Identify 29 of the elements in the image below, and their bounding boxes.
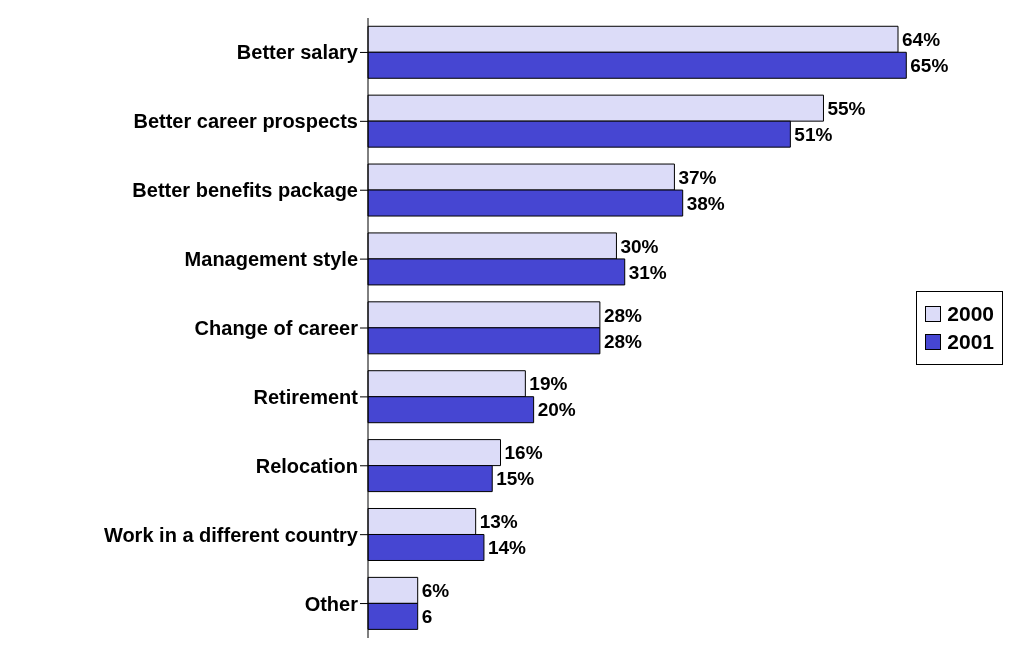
data-label: 30% [620,235,659,257]
data-label: 19% [529,373,568,395]
data-label: 20% [537,399,576,421]
y-tick-label: Better career prospects [133,110,358,133]
legend-label: 2001 [947,330,994,354]
data-label: 55% [827,97,866,119]
data-label: 28% [603,330,643,352]
y-tick-label: Change of career [194,317,359,339]
data-label: 64% [902,29,941,51]
data-label: 28% [603,304,643,326]
y-tick-label: Retirement [253,385,359,408]
y-tick-label: Other [304,592,359,615]
data-label: 51% [794,123,833,145]
data-label: 14% [487,537,527,559]
data-label: 37% [678,166,717,188]
data-label: 16% [504,442,543,464]
legend-label: 2000 [947,302,994,326]
data-label: 65% [910,55,949,77]
data-label: 31% [628,261,667,283]
data-label: 13% [479,511,518,533]
data-label: 6 [421,606,433,628]
y-tick-label: Work in a different country [103,523,359,546]
data-label: 15% [496,468,535,490]
y-tick-label: Better salary [236,41,359,64]
y-tick-label: Relocation [255,454,358,477]
y-tick-label: Better benefits package [132,179,358,202]
data-label: 6% [421,580,450,602]
y-tick-label: Management style [184,248,358,271]
data-label: 38% [686,192,725,214]
